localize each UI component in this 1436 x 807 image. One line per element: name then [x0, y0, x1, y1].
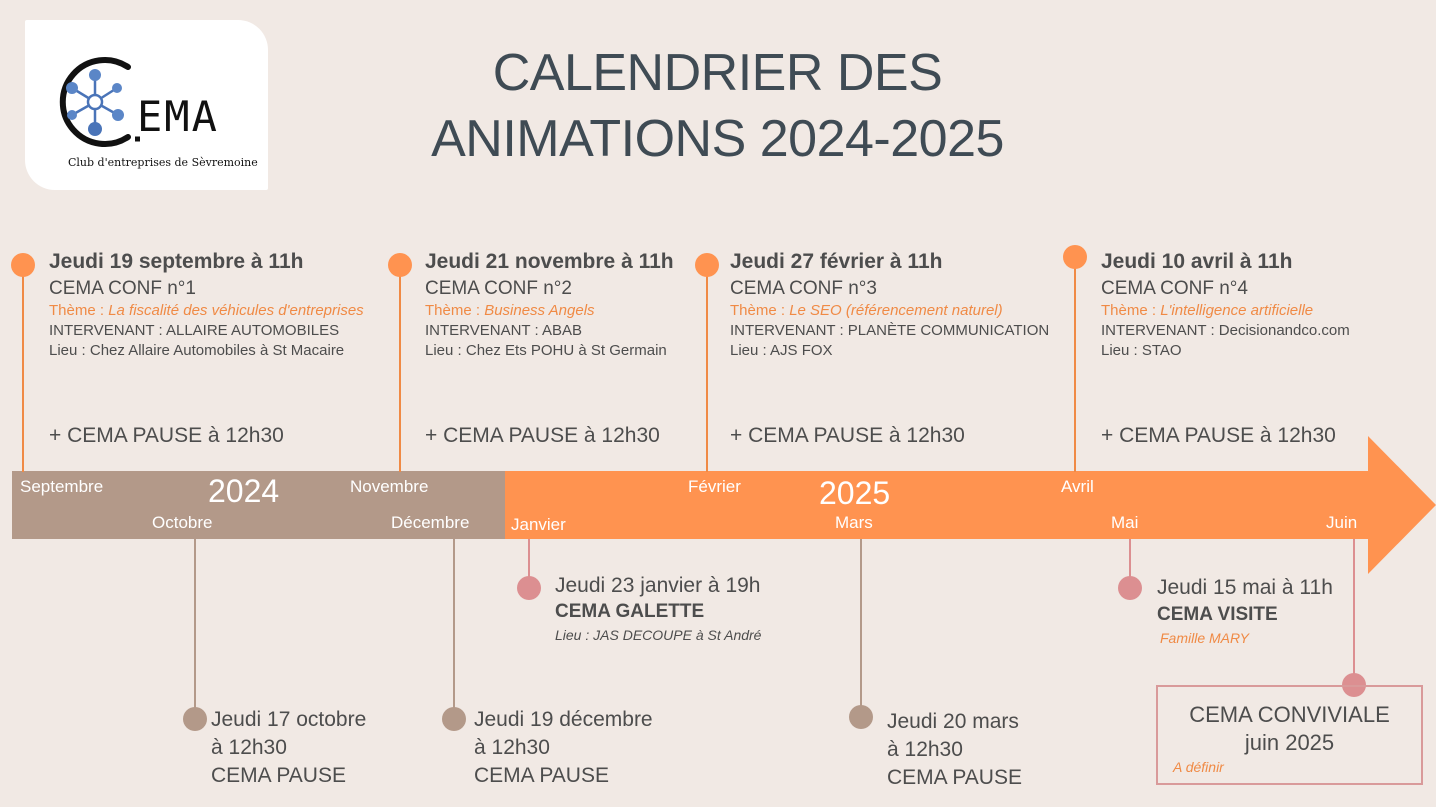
- event-dot-feb: [695, 253, 719, 277]
- pause-label-1: + CEMA PAUSE à 12h30: [49, 424, 284, 447]
- event-time: à 12h30: [887, 738, 963, 761]
- event-date: Jeudi 23 janvier à 19h: [555, 574, 761, 597]
- event-theme: Thème : L'intelligence artificielle: [1101, 302, 1314, 319]
- month-label-may: Mai: [1111, 513, 1139, 532]
- month-label-apr: Avril: [1061, 477, 1094, 496]
- timeline-band-2024: [12, 471, 506, 539]
- page-title: CALENDRIER DES ANIMATIONS 2024-2025: [340, 40, 1095, 172]
- conviviale-box: CEMA CONVIVIALE juin 2025 A définir: [1156, 685, 1423, 785]
- event-speaker: INTERVENANT : Decisionandco.com: [1101, 322, 1350, 339]
- event-date: Jeudi 10 avril à 11h: [1101, 250, 1293, 273]
- event-title: CEMA PAUSE: [474, 764, 609, 787]
- event-theme: Thème : Business Angels: [425, 302, 595, 319]
- year-label-2025: 2025: [819, 475, 891, 511]
- event-location: Lieu : Chez Ets POHU à St Germain: [425, 342, 667, 359]
- event-date: Jeudi 19 décembre: [474, 708, 653, 731]
- pause-label-2: + CEMA PAUSE à 12h30: [425, 424, 660, 447]
- event-time: à 12h30: [211, 736, 287, 759]
- logo-subtitle: Club d'entreprises de Sèvremoine: [68, 156, 258, 169]
- conf-event-3: Jeudi 27 février à 11h CEMA CONF n°3 Thè…: [730, 250, 1049, 359]
- connector-sep: [22, 272, 24, 472]
- event-title: CEMA GALETTE: [555, 601, 705, 622]
- pause-event-dec: Jeudi 19 décembre à 12h30 CEMA PAUSE: [474, 706, 653, 790]
- conf-event-4: Jeudi 10 avril à 11h CEMA CONF n°4 Thème…: [1101, 250, 1350, 359]
- event-title: CEMA CONF n°4: [1101, 278, 1248, 299]
- connector-oct: [194, 539, 196, 719]
- visite-event: Jeudi 15 mai à 11h CEMA VISITE Famille M…: [1157, 576, 1333, 646]
- event-dot-nov: [388, 253, 412, 277]
- event-title: CEMA CONF n°3: [730, 278, 877, 299]
- cema-logo-icon: [59, 57, 140, 147]
- event-dot-sep: [11, 253, 35, 277]
- event-theme: Thème : Le SEO (référencement naturel): [730, 302, 1003, 319]
- connector-dec: [453, 539, 455, 719]
- connector-apr: [1074, 264, 1076, 472]
- event-title: CEMA PAUSE: [211, 764, 346, 787]
- month-label-nov: Novembre: [350, 477, 429, 496]
- event-title: CEMA VISITE: [1157, 604, 1278, 625]
- event-location: Lieu : JAS DECOUPE à St André: [555, 627, 762, 643]
- event-theme: Thème : La fiscalité des véhicules d'ent…: [49, 302, 364, 319]
- event-dot-dec: [442, 707, 466, 731]
- conf-event-2: Jeudi 21 novembre à 11h CEMA CONF n°2 Th…: [425, 250, 674, 359]
- event-title: CEMA CONF n°1: [49, 278, 196, 299]
- title-line-2: ANIMATIONS 2024-2025: [431, 110, 1004, 168]
- conviviale-note: A définir: [1173, 759, 1224, 775]
- month-label-sep: Septembre: [20, 477, 104, 496]
- pause-event-oct: Jeudi 17 octobre à 12h30 CEMA PAUSE: [211, 706, 366, 790]
- event-speaker: INTERVENANT : ABAB: [425, 322, 582, 339]
- title-line-1: CALENDRIER DES: [492, 44, 943, 102]
- connector-nov: [399, 272, 401, 472]
- logo-text: EMA: [137, 92, 219, 141]
- event-dot-mar: [849, 705, 873, 729]
- event-dot-oct: [183, 707, 207, 731]
- month-label-jun: Juin: [1326, 513, 1358, 532]
- event-host: Famille MARY: [1160, 630, 1249, 646]
- pause-label-3: + CEMA PAUSE à 12h30: [730, 424, 965, 447]
- event-location: Lieu : Chez Allaire Automobiles à St Mac…: [49, 342, 345, 359]
- event-location: Lieu : STAO: [1101, 342, 1182, 359]
- event-date: Jeudi 27 février à 11h: [730, 250, 943, 273]
- event-location: Lieu : AJS FOX: [730, 342, 833, 359]
- event-date: Jeudi 15 mai à 11h: [1157, 576, 1333, 599]
- month-label-jan: Janvier: [511, 515, 566, 534]
- connector-may: [1129, 539, 1131, 587]
- month-label-oct: Octobre: [152, 513, 213, 532]
- event-dot-apr: [1063, 245, 1087, 269]
- connector-jan: [528, 539, 530, 587]
- event-title: CEMA PAUSE: [887, 766, 1022, 789]
- event-time: à 12h30: [474, 736, 550, 759]
- event-title: CEMA CONF n°2: [425, 278, 572, 299]
- event-speaker: INTERVENANT : ALLAIRE AUTOMOBILES: [49, 322, 340, 339]
- timeline-arrow-2025: [505, 436, 1436, 574]
- conf-event-1: Jeudi 19 septembre à 11h CEMA CONF n°1 T…: [49, 250, 364, 359]
- conviviale-title: CEMA CONVIVIALE: [1189, 702, 1390, 727]
- connector-jun: [1353, 539, 1355, 685]
- galette-event: Jeudi 23 janvier à 19h CEMA GALETTE Lieu…: [555, 574, 761, 643]
- event-speaker: INTERVENANT : PLANÈTE COMMUNICATION: [730, 322, 1050, 339]
- conviviale-date: juin 2025: [1244, 730, 1335, 755]
- connector-mar: [860, 539, 862, 717]
- event-date: Jeudi 20 mars: [887, 710, 1019, 733]
- month-label-mar: Mars: [835, 513, 873, 532]
- event-dot-may: [1118, 576, 1142, 600]
- event-date: Jeudi 19 septembre à 11h: [49, 250, 304, 273]
- month-label-feb: Février: [688, 477, 741, 496]
- event-dot-jan: [517, 576, 541, 600]
- year-label-2024: 2024: [208, 473, 280, 509]
- event-date: Jeudi 17 octobre: [211, 708, 367, 731]
- pause-label-4: + CEMA PAUSE à 12h30: [1101, 424, 1336, 447]
- month-label-dec: Décembre: [391, 513, 470, 532]
- connector-feb: [706, 272, 708, 472]
- event-date: Jeudi 21 novembre à 11h: [425, 250, 674, 273]
- pause-event-mar: Jeudi 20 mars à 12h30 CEMA PAUSE: [887, 708, 1022, 792]
